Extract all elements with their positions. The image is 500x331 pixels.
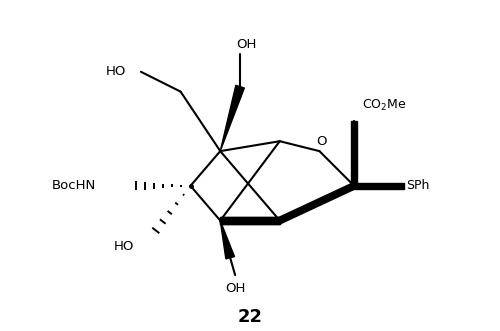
Text: SPh: SPh — [406, 179, 429, 192]
Text: OH: OH — [225, 282, 246, 296]
Text: HO: HO — [114, 240, 134, 253]
Text: OH: OH — [236, 38, 256, 51]
Text: HO: HO — [106, 65, 126, 78]
Polygon shape — [354, 183, 404, 189]
Text: CO$_2$Me: CO$_2$Me — [362, 98, 406, 113]
Text: O: O — [316, 135, 327, 148]
Polygon shape — [278, 183, 355, 223]
Polygon shape — [220, 217, 280, 224]
Text: 22: 22 — [238, 308, 262, 326]
Polygon shape — [220, 220, 234, 259]
Text: BocHN: BocHN — [52, 179, 96, 192]
Polygon shape — [220, 85, 244, 151]
Polygon shape — [220, 217, 280, 224]
Polygon shape — [351, 121, 358, 186]
